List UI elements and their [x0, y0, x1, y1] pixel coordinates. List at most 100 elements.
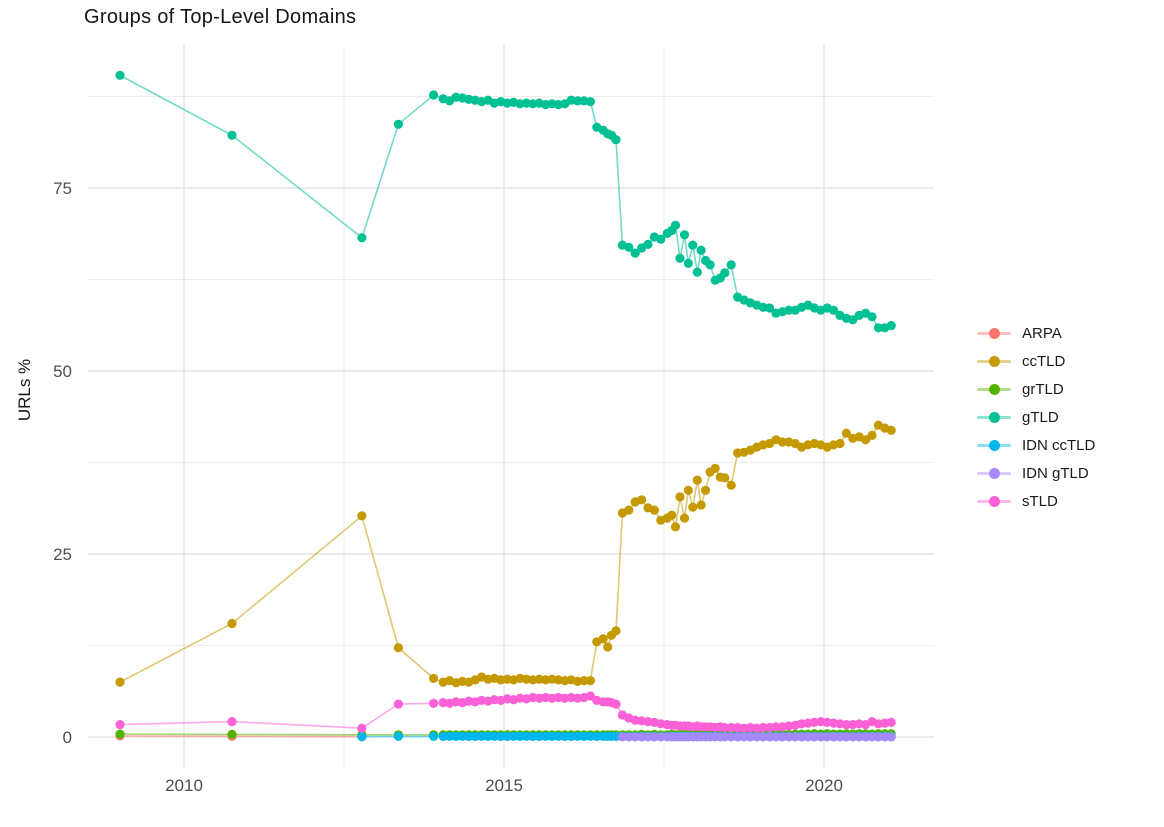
data-point-idn-gtld: [809, 732, 820, 742]
data-point-cctld: [579, 676, 589, 686]
y-tick-label: 0: [63, 728, 72, 747]
data-point-gtld: [784, 305, 794, 315]
legend-item-idn-gtld: IDN gTLD: [977, 459, 1095, 487]
series-points-stld: [115, 691, 896, 733]
data-point-idn-gtld: [624, 732, 634, 742]
data-point-gtld: [688, 240, 698, 250]
data-point-idn-cctld: [547, 731, 557, 742]
data-point-idn-gtld: [880, 732, 890, 742]
data-point-idn-gtld: [873, 732, 884, 742]
legend-item-stld: sTLD: [977, 487, 1095, 515]
data-point-idn-cctld: [534, 731, 544, 742]
data-point-cctld: [696, 500, 706, 510]
data-point-idn-cctld: [451, 731, 461, 742]
data-point-idn-gtld: [816, 732, 826, 742]
data-point-gtld: [227, 130, 237, 140]
data-point-idn-gtld: [886, 732, 896, 742]
legend-dot-icon: [988, 439, 1000, 451]
data-point-idn-cctld: [541, 731, 551, 742]
data-point-idn-cctld: [429, 731, 439, 742]
data-point-gtld: [611, 135, 621, 145]
data-point-cctld: [886, 425, 896, 435]
data-point-idn-cctld: [357, 732, 367, 742]
legend-dot-icon: [988, 355, 1000, 367]
data-point-idn-cctld: [521, 731, 532, 742]
data-point-gtld: [643, 239, 653, 249]
data-point-idn-cctld: [496, 731, 506, 742]
series-line-arpa: [119, 735, 362, 738]
data-point-stld: [585, 691, 596, 701]
data-point-cctld: [429, 673, 439, 684]
data-point-gtld: [726, 260, 736, 270]
data-point-gtld: [705, 260, 715, 270]
data-point-idn-cctld: [579, 731, 589, 742]
data-point-stld: [726, 722, 736, 733]
data-point-idn-gtld: [841, 732, 852, 742]
legend-item-arpa: ARPA: [977, 319, 1095, 347]
data-point-cctld: [835, 438, 845, 449]
data-point-idn-cctld: [585, 731, 596, 742]
series-points-cctld: [115, 420, 896, 688]
data-point-stld: [611, 699, 621, 709]
legend-label: ccTLD: [1022, 352, 1066, 370]
legend-item-gtld: gTLD: [977, 403, 1095, 431]
data-point-idn-gtld: [803, 732, 813, 742]
data-point-cctld: [649, 505, 660, 515]
data-point-gtld: [115, 70, 125, 80]
data-point-idn-cctld: [592, 731, 602, 742]
data-point-gtld: [848, 315, 858, 325]
data-point-idn-gtld: [867, 732, 877, 742]
data-point-gtld: [429, 90, 439, 100]
data-point-idn-cctld: [528, 731, 538, 742]
data-point-gtld: [670, 220, 681, 230]
x-tick-label: 2015: [485, 776, 523, 795]
data-point-grtld: [227, 729, 237, 740]
data-point-gtld: [692, 267, 702, 277]
data-point-stld: [771, 722, 781, 732]
data-point-gtld: [624, 242, 634, 252]
data-point-cctld: [867, 430, 877, 440]
legend: ARPA ccTLD grTLD gTLD IDN ccTLD IDN gTLD sTLD: [977, 319, 1095, 515]
data-point-stld: [758, 722, 768, 733]
data-point-cctld: [720, 473, 730, 483]
data-point-gtld: [683, 258, 693, 268]
data-point-cctld: [603, 642, 613, 652]
data-point-cctld: [726, 480, 736, 490]
data-point-idn-cctld: [489, 731, 499, 742]
data-point-idn-gtld: [643, 732, 653, 742]
data-point-cctld: [710, 463, 720, 473]
data-point-idn-cctld: [445, 731, 455, 742]
legend-dot-icon: [988, 383, 1000, 395]
data-point-cctld: [637, 495, 647, 505]
data-point-idn-cctld: [502, 731, 512, 742]
data-point-cctld: [777, 437, 788, 447]
data-point-idn-gtld: [752, 732, 762, 742]
data-point-idn-cctld: [573, 731, 583, 742]
y-axis-title: URLs %: [15, 359, 34, 421]
chart-title: Groups of Top-Level Domains: [84, 6, 357, 28]
data-point-idn-gtld: [726, 732, 736, 742]
data-point-cctld: [861, 435, 871, 445]
data-point-gtld: [886, 321, 896, 331]
legend-swatch-cctld: [977, 354, 1011, 368]
data-point-idn-cctld: [470, 731, 480, 742]
data-point-idn-gtld: [656, 732, 666, 742]
data-point-grtld: [115, 729, 125, 739]
data-point-cctld: [679, 513, 690, 523]
legend-item-grtld: grTLD: [977, 375, 1095, 403]
data-point-gtld: [696, 245, 706, 255]
legend-label: ARPA: [1022, 324, 1062, 342]
data-point-gtld: [573, 96, 583, 106]
data-point-cctld: [701, 485, 711, 495]
data-point-gtld: [357, 233, 367, 243]
y-tick-label: 25: [53, 545, 72, 564]
legend-swatch-stld: [977, 494, 1011, 508]
data-point-cctld: [675, 492, 685, 502]
data-point-cctld: [393, 643, 403, 653]
data-point-gtld: [679, 230, 690, 240]
data-point-cctld: [841, 428, 852, 438]
data-point-cctld: [227, 618, 237, 629]
data-point-idn-gtld: [765, 732, 775, 742]
